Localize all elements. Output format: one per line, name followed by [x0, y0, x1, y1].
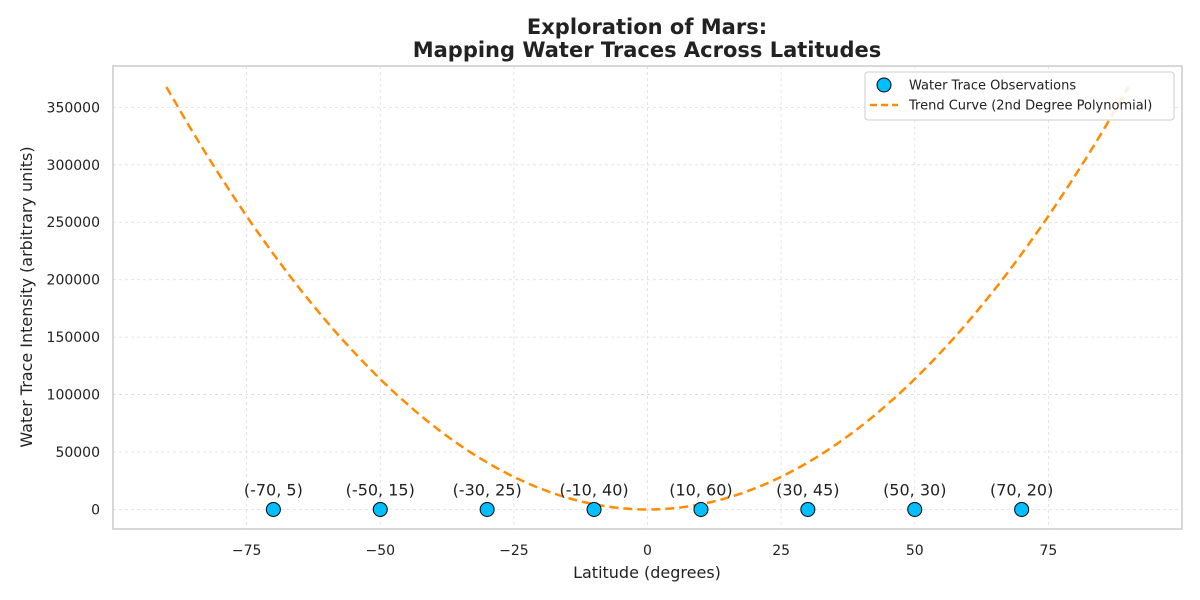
scatter-point — [586, 501, 602, 517]
point-label: (-30, 25) — [453, 480, 522, 499]
point-label: (10, 60) — [669, 480, 732, 499]
x-tick-label: 0 — [643, 543, 652, 559]
y-tick-label: 200000 — [47, 273, 100, 289]
point-label: (-50, 15) — [346, 480, 415, 499]
y-axis-label: Water Trace Intensity (arbitrary units) — [17, 146, 36, 447]
trend-curve-line — [165, 86, 1130, 511]
y-tick-label: 50000 — [55, 445, 100, 461]
scatter-point — [907, 501, 923, 517]
legend: Water Trace Observations Trend Curve (2n… — [864, 71, 1175, 121]
scatter-point — [372, 501, 388, 517]
x-tick-label: 50 — [906, 543, 924, 559]
legend-box — [864, 71, 1175, 121]
point-label: (-70, 5) — [244, 480, 303, 499]
y-tick-label: 0 — [91, 502, 100, 518]
point-label: (70, 20) — [990, 480, 1053, 499]
point-label: (-10, 40) — [559, 480, 628, 499]
x-tick-label: −25 — [499, 543, 529, 559]
legend-marker-observations — [876, 77, 892, 93]
trend-curve-layer — [165, 86, 1130, 511]
plot-frame — [112, 65, 1183, 530]
scatter-point — [693, 501, 709, 517]
x-axis-label: Latitude (degrees) — [573, 563, 721, 582]
legend-label-observations: Water Trace Observations — [909, 79, 1076, 94]
scatter-point — [800, 501, 816, 517]
legend-label-trend: Trend Curve (2nd Degree Polynomial) — [908, 99, 1152, 114]
grid — [113, 66, 1182, 529]
y-tick-label: 300000 — [47, 158, 100, 174]
point-label: (50, 30) — [883, 480, 946, 499]
chart-title-line-1: Exploration of Mars: — [527, 15, 767, 39]
x-tick-label: 25 — [772, 543, 790, 559]
scatter-points-layer — [265, 501, 1030, 517]
point-label: (30, 45) — [776, 480, 839, 499]
x-tick-label: −50 — [365, 543, 395, 559]
y-axis-ticks: 0 50000 100000 150000 200000 250000 300000 3500… — [47, 100, 100, 518]
y-tick-label: 100000 — [47, 388, 100, 404]
x-axis-ticks: −75 −50 −25 0 25 50 75 — [232, 543, 1057, 559]
y-tick-label: 250000 — [47, 215, 100, 231]
x-tick-label: 75 — [1039, 543, 1057, 559]
y-tick-label: 350000 — [47, 100, 100, 116]
scatter-point — [1014, 501, 1030, 517]
scatter-point — [265, 501, 281, 517]
chart-title-line-2: Mapping Water Traces Across Latitudes — [413, 38, 882, 62]
chart-title: Exploration of Mars: Mapping Water Trace… — [413, 15, 882, 62]
scatter-point — [479, 501, 495, 517]
point-labels-layer: (-70, 5) (-50, 15) (-30, 25) (-10, 40) (10, … — [244, 480, 1053, 499]
y-tick-label: 150000 — [47, 330, 100, 346]
x-tick-label: −75 — [232, 543, 262, 559]
